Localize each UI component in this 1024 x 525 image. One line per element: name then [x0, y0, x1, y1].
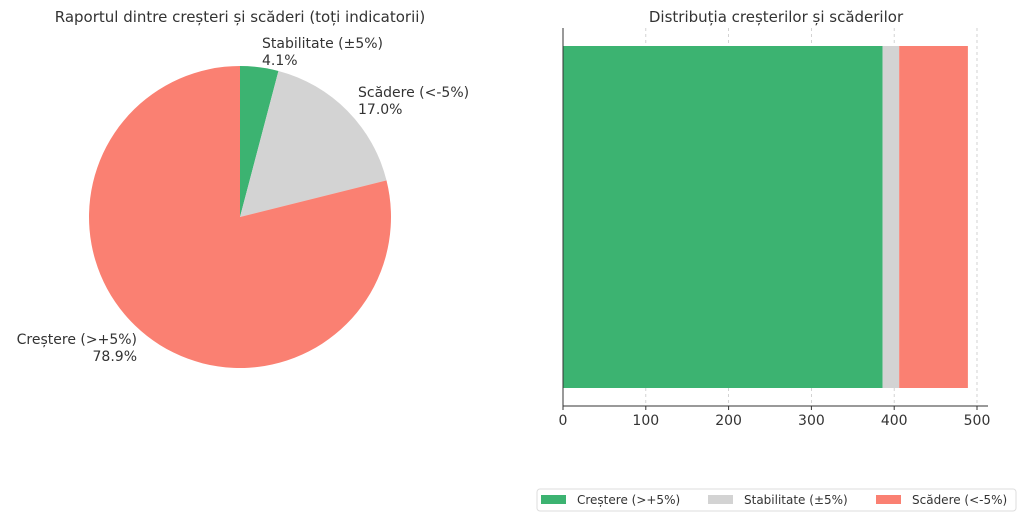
pie-slice: [240, 66, 279, 217]
bar-segment: [563, 46, 883, 388]
legend-label: Stabilitate (±5%): [744, 493, 848, 507]
bar-chart: 0 100 200 300 400 500: [559, 28, 991, 429]
x-tick-label: 500: [964, 413, 991, 429]
pie-slice-label: Stabilitate (±5%): [262, 36, 383, 52]
x-tick-label: 200: [715, 413, 742, 429]
legend-label: Scădere (<-5%): [912, 493, 1007, 507]
pie-slice-label: Scădere (<-5%): [358, 85, 469, 101]
pie-pct-label: 17.0%: [358, 102, 402, 118]
bar-title: Distribuția creșterilor și scăderilor: [649, 8, 904, 26]
x-tick-label: 400: [881, 413, 908, 429]
x-tick-label: 0: [559, 413, 568, 429]
pie-chart: Stabilitate (±5%)4.1% Scădere (<-5%)17.0%…: [17, 36, 469, 369]
pie-slice-label: Creștere (>+5%): [17, 332, 137, 348]
legend-swatch: [541, 495, 566, 504]
pie-title: Raportul dintre creșteri și scăderi (toț…: [55, 8, 426, 26]
bar-segment: [899, 46, 968, 388]
legend: Creștere (>+5%) Stabilitate (±5%) Scădere …: [536, 488, 1017, 512]
legend-box: [536, 488, 1017, 512]
legend-swatch: [708, 495, 733, 504]
pie-pct-label: 78.9%: [93, 349, 137, 365]
legend-swatch: [876, 495, 901, 504]
bar-segment: [882, 46, 900, 388]
pie-slice: [88, 66, 391, 369]
pie-pct-label: 4.1%: [262, 53, 298, 69]
x-tick-label: 100: [632, 413, 659, 429]
legend-label: Creștere (>+5%): [577, 493, 680, 507]
pie-slice: [240, 70, 387, 217]
x-tick-label: 300: [798, 413, 825, 429]
